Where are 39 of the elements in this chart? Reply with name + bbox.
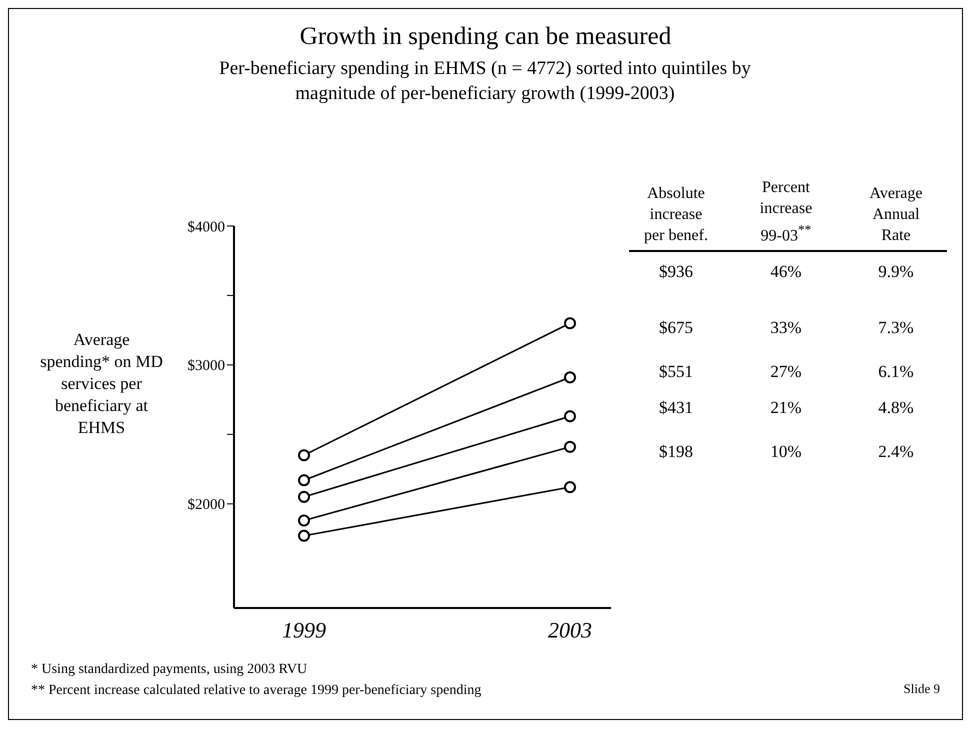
text: 46% [769,262,803,282]
y-tick-label: $4000 [188,219,225,236]
text: 21% [769,398,803,418]
text: $198 [658,442,694,462]
y-axis-title: Average spending* on MD services per beneficiary at EHMS [39,329,164,439]
text: $936 [658,262,694,282]
point [564,371,576,384]
text: 6.1% [877,362,915,382]
text: Slide 9 [904,681,940,697]
point [564,410,576,422]
x-tick-label: 1999 [282,618,326,643]
point [298,474,310,486]
point [564,440,576,453]
y-tick-label: $2000 [188,497,225,514]
text: 9.9% [877,262,915,282]
point [564,317,576,330]
point [298,490,310,503]
text: 10% [769,442,803,462]
text: $675 [658,318,694,338]
text: 7.3% [877,318,915,338]
text: ** Percent increase calculated relative to average 1999 per-beneficiary spending [31,682,482,700]
text: Average Annual Rate [868,184,924,246]
point [298,449,310,462]
text: * Using standardized payments, using 2003 RVU [31,661,308,679]
point [298,530,310,542]
text: 4.8% [877,398,915,418]
y-tick-label: $3000 [188,358,225,374]
text: 27% [769,362,803,382]
chart-subtitle: Per-beneficiary spending in EHMS (n = 4772) sorted into quintiles by magnitude of per-beneficiary growth (1999-2003) [218,57,752,106]
point [564,481,576,494]
text: Absolute increase per benef. [643,184,709,246]
text: $551 [658,362,694,382]
text: $431 [658,398,694,418]
text: 2.4% [877,442,915,462]
x-tick-label: 2003 [548,618,592,643]
chart-title: Growth in spending can be measured [298,23,672,51]
text: Percent increase 99-03$^{**}$ [758,178,814,246]
text: 33% [769,318,803,338]
point [298,514,310,526]
